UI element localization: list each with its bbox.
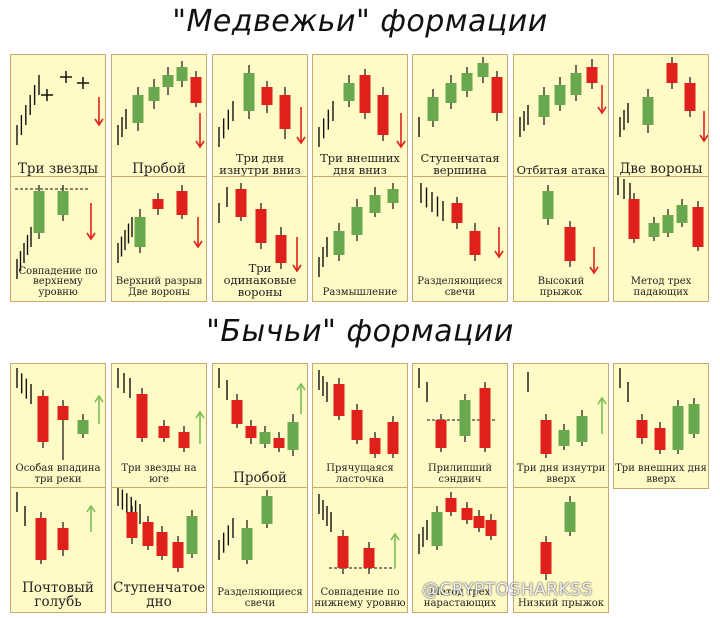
candlestick-pattern-illustration <box>420 183 504 261</box>
candlestick-pattern-illustration <box>117 488 198 572</box>
pattern-label: Разделяющиеся свечи <box>217 587 303 609</box>
pattern-label: Высокий прыжок <box>537 276 585 298</box>
bearish-pattern-card: Метод трех падающих <box>613 176 709 302</box>
candlestick-pattern-illustration <box>619 368 700 454</box>
bullish-pattern-card: Метод трех нарастающих <box>412 487 508 613</box>
pattern-label: Пробой <box>132 160 186 177</box>
bearish-pattern-card: Отбитая атака <box>513 54 609 180</box>
candlestick-pattern-illustration <box>418 368 495 452</box>
bearish-pattern-card: Ступенчатая вершина <box>412 54 508 180</box>
candlestick-pattern-illustration <box>519 59 607 137</box>
bearish-pattern-card: Разделяющиеся свечи <box>412 176 508 302</box>
bullish-pattern-card: Низкий прыжок <box>513 487 609 613</box>
candlestick-pattern-illustration <box>542 185 599 275</box>
pattern-label: Разделяющиеся свечи <box>417 276 503 298</box>
candlestick-pattern-illustration <box>527 372 607 458</box>
bullish-pattern-card: Особая впадина три реки <box>10 363 106 489</box>
bullish-pattern-card: Ступенчатое дно <box>111 487 207 613</box>
pattern-label: Три дня изнутри вниз <box>219 150 301 177</box>
bullish-pattern-card: Прилипший сэндвич <box>412 363 508 489</box>
candlestick-pattern-illustration <box>218 65 306 147</box>
bearish-pattern-card: Размышление <box>312 176 408 302</box>
candlestick-pattern-illustration <box>318 69 406 149</box>
bullish-pattern-card: Разделяющиеся свечи <box>212 487 308 613</box>
bullish-pattern-card: Три внешних дня вверх <box>613 363 709 489</box>
candlestick-pattern-illustration <box>540 496 576 580</box>
candlestick-pattern-illustration <box>318 370 399 458</box>
bearish-pattern-card: Две вороны <box>613 54 709 180</box>
candlestick-pattern-illustration <box>16 368 104 460</box>
bullish-pattern-card: Три звезды на юге <box>111 363 207 489</box>
candlestick-pattern-illustration <box>318 494 400 574</box>
candlestick-pattern-illustration <box>318 183 399 277</box>
pattern-label: Три внешних дня вверх <box>615 463 707 485</box>
pattern-label: Особая впадина три реки <box>15 463 101 485</box>
bearish-pattern-card: Верхний разрыв Две вороны <box>111 176 207 302</box>
pattern-label: Три дня изнутри вверх <box>516 463 606 485</box>
pattern-label: Ступенчатая вершина <box>420 150 500 177</box>
bullish-section-title: "Бычьи" формации <box>206 314 514 349</box>
pattern-label: Отбитая атака <box>516 162 606 177</box>
pattern-label: Совпадение по нижнему уровню <box>314 587 406 609</box>
bearish-pattern-card: Три одинаковые вороны <box>212 176 308 302</box>
bullish-pattern-card: Прячущаяся ласточка <box>312 363 408 489</box>
candlestick-pattern-illustration <box>218 368 306 456</box>
watermark: @CRYPTOSHARKSS <box>422 580 593 600</box>
pattern-label: Метод трех нарастающих <box>423 587 497 609</box>
pattern-label: Почтовый голубь <box>22 579 94 610</box>
bearish-pattern-card: Три звезды <box>10 54 106 180</box>
pattern-label: Прилипший сэндвич <box>427 463 493 485</box>
pattern-label: Две вороны <box>619 160 703 177</box>
bearish-pattern-card: Три внешних дня вниз <box>312 54 408 180</box>
bearish-pattern-card: Высокий прыжок <box>513 176 609 302</box>
pattern-label: Размышление <box>322 286 398 298</box>
candlestick-pattern-illustration <box>418 492 497 554</box>
bearish-pattern-card: Совпадение по верхнему уровню <box>10 176 106 302</box>
pattern-label: Совпадение по верхнему уровню <box>18 265 98 298</box>
candlestick-pattern-illustration <box>117 185 203 263</box>
pattern-label: Три звезды на юге <box>121 463 197 485</box>
bearish-pattern-card: Три дня изнутри вниз <box>212 54 308 180</box>
bullish-pattern-card: Почтовый голубь <box>10 487 106 613</box>
candlestick-pattern-illustration <box>418 57 503 137</box>
pattern-label: Три внешних дня вниз <box>320 150 400 177</box>
pattern-label: Прячущаяся ласточка <box>326 463 394 485</box>
candlestick-pattern-illustration <box>218 183 302 273</box>
pattern-label: Три одинаковые вороны <box>223 260 297 299</box>
bullish-pattern-card: Совпадение по нижнему уровню <box>312 487 408 613</box>
candlestick-pattern-illustration <box>16 71 104 145</box>
bullish-pattern-card: Пробой <box>212 363 308 489</box>
pattern-label: Три звезды <box>17 160 99 177</box>
candlestick-pattern-illustration <box>117 368 205 452</box>
pattern-label: Метод трех падающих <box>630 276 692 298</box>
candlestick-pattern-illustration <box>619 57 708 143</box>
candlestick-pattern-illustration <box>218 490 273 564</box>
pattern-label: Пробой <box>233 469 287 486</box>
candlestick-pattern-illustration <box>15 185 96 279</box>
candlestick-pattern-illustration <box>16 492 96 564</box>
bearish-section-title: "Медвежьи" формации <box>172 4 548 39</box>
pattern-label: Низкий прыжок <box>517 597 605 609</box>
bullish-pattern-card: Три дня изнутри вверх <box>513 363 609 489</box>
pattern-label: Верхний разрыв Две вороны <box>115 276 203 298</box>
candlestick-pattern-illustration <box>617 177 704 251</box>
candlestick-pattern-illustration <box>117 61 205 149</box>
bearish-pattern-card: Пробой <box>111 54 207 180</box>
pattern-label: Ступенчатое дно <box>113 579 206 610</box>
